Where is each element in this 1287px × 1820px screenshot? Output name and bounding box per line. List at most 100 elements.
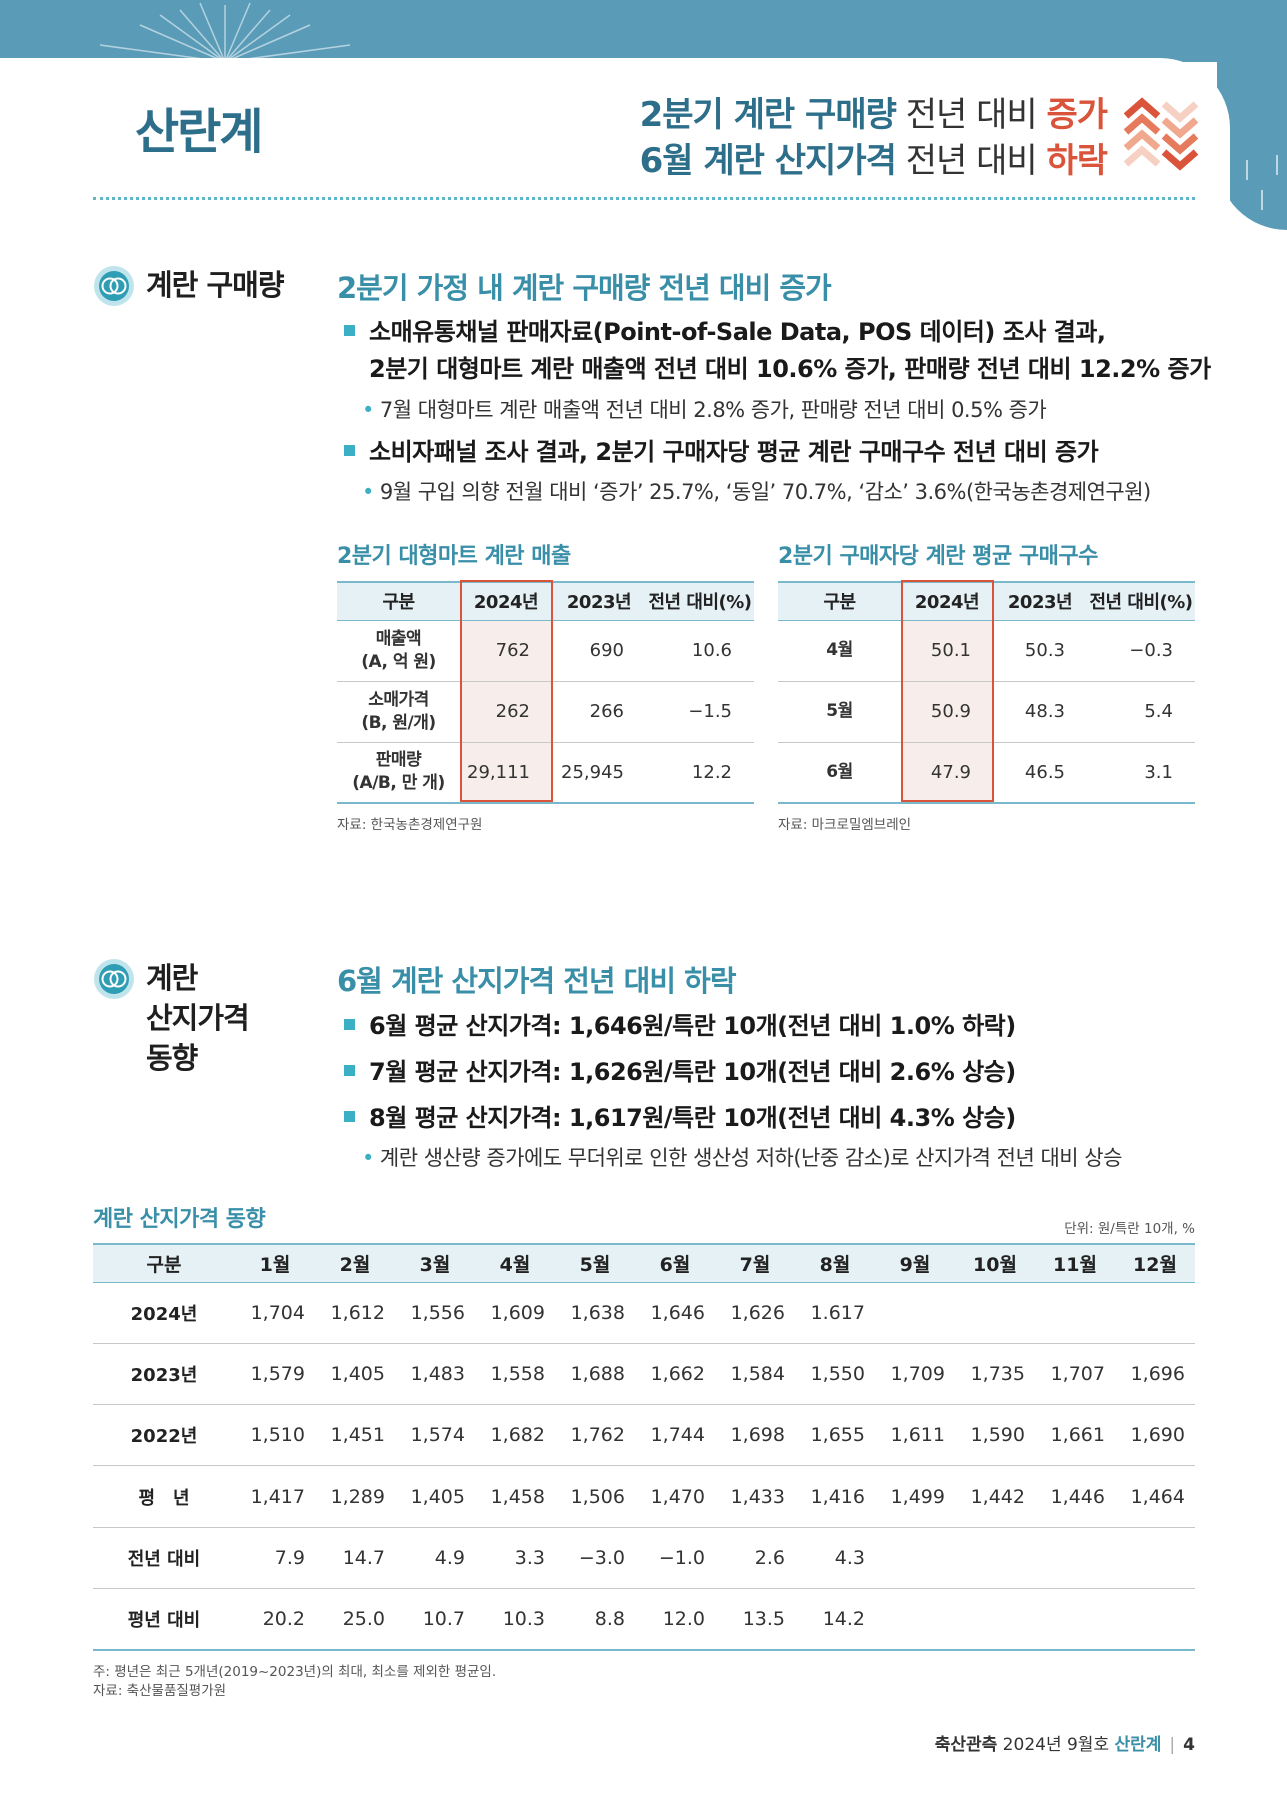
row-label: 전년 대비 bbox=[93, 1527, 235, 1589]
row-label: 4월 bbox=[778, 620, 901, 682]
table-cell: 1,696 bbox=[1115, 1343, 1195, 1406]
column-header: 2024년 bbox=[460, 581, 552, 621]
cell-2024: 262 bbox=[460, 681, 552, 743]
row-label: 판매량 (A/B, 만 개) bbox=[337, 742, 460, 804]
price-table-source: 자료: 축산물품질평가원 bbox=[93, 1683, 227, 1699]
table-cell bbox=[875, 1588, 955, 1651]
headline-line-1: 2분기 계란 구매량 전년 대비 증가 bbox=[639, 95, 1108, 135]
table-row: 6월 47.9 46.5 3.1 bbox=[778, 742, 1195, 804]
buyer-table-title: 2분기 구매자당 계란 평균 구매구수 bbox=[778, 544, 1098, 569]
purchase-heading: 2분기 가정 내 계란 구매량 전년 대비 증가 bbox=[337, 271, 832, 305]
table-cell bbox=[1035, 1588, 1115, 1651]
table-cell: 1,446 bbox=[1035, 1465, 1115, 1528]
column-header: 전년 대비(%) bbox=[646, 581, 754, 621]
table-cell: 1,289 bbox=[315, 1465, 395, 1528]
column-header: 6월 bbox=[635, 1243, 715, 1283]
table-row: 2023년 1,579 1,405 1,483 1,558 1,688 1,662 1,584… bbox=[93, 1343, 1195, 1406]
table-cell bbox=[955, 1282, 1035, 1344]
cell-2023: 48.3 bbox=[993, 681, 1087, 743]
table-cell: 13.5 bbox=[715, 1588, 795, 1651]
table-cell: 1,609 bbox=[475, 1282, 555, 1344]
table-row: 4월 50.1 50.3 −0.3 bbox=[778, 620, 1195, 682]
table-cell: 1,483 bbox=[395, 1343, 475, 1406]
square-bullet-icon bbox=[344, 1110, 355, 1122]
column-header: 10월 bbox=[955, 1243, 1035, 1283]
footer-issue: 2024년 9월호 bbox=[997, 1735, 1115, 1755]
purchase-bullet-1-line-2: 2분기 대형마트 계란 매출액 전년 대비 10.6% 증가, 판매량 전년 대… bbox=[369, 355, 1211, 383]
column-header: 2월 bbox=[315, 1243, 395, 1283]
table-cell: 1,416 bbox=[795, 1465, 875, 1528]
table-cell: 1,646 bbox=[635, 1282, 715, 1344]
table-cell bbox=[1115, 1282, 1195, 1344]
table-row: 5월 50.9 48.3 5.4 bbox=[778, 681, 1195, 743]
row-label: 평 년 bbox=[93, 1465, 235, 1528]
dot-bullet-icon: • bbox=[362, 1146, 374, 1170]
table-cell bbox=[1035, 1282, 1115, 1344]
table-cell: 1,499 bbox=[875, 1465, 955, 1528]
column-header: 7월 bbox=[715, 1243, 795, 1283]
buyer-table-source: 자료: 마크로밀엠브레인 bbox=[778, 817, 912, 833]
row-label: 소매가격 (B, 원/개) bbox=[337, 681, 460, 743]
table-cell: 1,682 bbox=[475, 1404, 555, 1467]
table-cell: 1,556 bbox=[395, 1282, 475, 1344]
column-header: 4월 bbox=[475, 1243, 555, 1283]
table-row: 매출액 (A, 억 원) 762 690 10.6 bbox=[337, 620, 754, 682]
price-sub: • 계란 생산량 증가에도 무더위로 인한 생산성 저하(난중 감소)로 산지가격… bbox=[362, 1146, 1122, 1170]
section-title: 산란계 bbox=[135, 104, 263, 160]
cell-2024: 29,111 bbox=[460, 742, 552, 804]
table-cell: 10.3 bbox=[475, 1588, 555, 1651]
table-cell: 3.3 bbox=[475, 1527, 555, 1589]
section-circle-icon bbox=[94, 266, 134, 306]
table-cell: 1,574 bbox=[395, 1404, 475, 1467]
sales-table: 구분 2024년 2023년 전년 대비(%) 매출액 (A, 억 원) 762 … bbox=[337, 581, 754, 804]
table-cell: 1.617 bbox=[795, 1282, 875, 1344]
cell-yoy: 5.4 bbox=[1087, 681, 1195, 743]
header-band bbox=[0, 0, 1287, 62]
price-heading: 6월 계란 산지가격 전년 대비 하락 bbox=[337, 964, 736, 998]
table-cell bbox=[955, 1527, 1035, 1589]
column-header: 5월 bbox=[555, 1243, 635, 1283]
table-cell: 1,506 bbox=[555, 1465, 635, 1528]
decorative-rays-icon bbox=[99, 2, 351, 62]
table-cell: 1,662 bbox=[635, 1343, 715, 1406]
page-footer: 축산관측 2024년 9월호 산란계 | 4 bbox=[935, 1730, 1195, 1755]
price-bullet-3: 8월 평균 산지가격: 1,617원/특란 10개(전년 대비 4.3% 상승) bbox=[344, 1100, 1016, 1137]
table-cell: 1,707 bbox=[1035, 1343, 1115, 1406]
price-bullet-1: 6월 평균 산지가격: 1,646원/특란 10개(전년 대비 1.0% 하락) bbox=[344, 1008, 1016, 1045]
table-cell: −1.0 bbox=[635, 1527, 715, 1589]
cell-2023: 690 bbox=[552, 620, 646, 682]
section-circle-icon bbox=[94, 959, 134, 999]
dot-bullet-icon: • bbox=[362, 398, 374, 422]
table-cell: 20.2 bbox=[235, 1588, 315, 1651]
table-cell: 10.7 bbox=[395, 1588, 475, 1651]
table-cell: 1,451 bbox=[315, 1404, 395, 1467]
table-cell: 1,405 bbox=[395, 1465, 475, 1528]
buyer-table: 구분 2024년 2023년 전년 대비(%) 4월 50.1 50.3 −0.… bbox=[778, 581, 1195, 804]
column-header: 8월 bbox=[795, 1243, 875, 1283]
table-cell: 1,458 bbox=[475, 1465, 555, 1528]
table-cell: 1,442 bbox=[955, 1465, 1035, 1528]
row-label: 평년 대비 bbox=[93, 1588, 235, 1651]
table-cell bbox=[955, 1588, 1035, 1651]
table-cell: 1,690 bbox=[1115, 1404, 1195, 1467]
page-number: 4 bbox=[1183, 1735, 1195, 1755]
table-row: 2022년 1,510 1,451 1,574 1,682 1,762 1,744 1,698… bbox=[93, 1404, 1195, 1467]
column-header: 9월 bbox=[875, 1243, 955, 1283]
sales-table-source: 자료: 한국농촌경제연구원 bbox=[337, 817, 483, 833]
table-cell: 1,612 bbox=[315, 1282, 395, 1344]
table-cell: 1,655 bbox=[795, 1404, 875, 1467]
table-cell: 1,638 bbox=[555, 1282, 635, 1344]
table-cell: 1,510 bbox=[235, 1404, 315, 1467]
table-cell: 1,709 bbox=[875, 1343, 955, 1406]
price-bullet-2: 7월 평균 산지가격: 1,626원/특란 10개(전년 대비 2.6% 상승) bbox=[344, 1054, 1016, 1091]
table-header-row: 구분 2024년 2023년 전년 대비(%) bbox=[337, 581, 754, 621]
price-section-label: 계란 산지가격 동향 bbox=[146, 961, 250, 1075]
table-cell: −3.0 bbox=[555, 1527, 635, 1589]
cell-2023: 266 bbox=[552, 681, 646, 743]
purchase-bullet-2: 소비자패널 조사 결과, 2분기 구매자당 평균 계란 구매구수 전년 대비 증… bbox=[344, 434, 1099, 471]
cell-2023: 50.3 bbox=[993, 620, 1087, 682]
purchase-bullet-1: 소매유통채널 판매자료(Point-of-Sale Data, POS 데이터)… bbox=[344, 314, 1211, 388]
cell-yoy: −0.3 bbox=[1087, 620, 1195, 682]
table-cell: 1,704 bbox=[235, 1282, 315, 1344]
footer-separator: | bbox=[1169, 1735, 1176, 1755]
